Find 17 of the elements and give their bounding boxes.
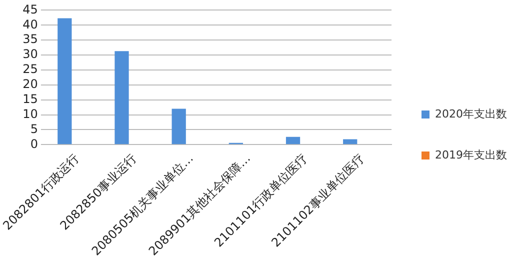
y-tick-label: 5 — [30, 122, 38, 136]
legend-label: 2019年支出数 — [435, 148, 508, 162]
y-tick-label: 15 — [22, 92, 38, 106]
y-tick-label: 45 — [22, 2, 38, 16]
bar — [58, 18, 72, 144]
y-tick-label: 40 — [22, 17, 38, 32]
y-tick-label: 30 — [22, 47, 38, 62]
y-tick-label: 20 — [22, 77, 38, 92]
y-tick-label: 35 — [22, 32, 38, 46]
bar — [286, 136, 300, 144]
bar — [343, 139, 358, 144]
y-tick-label: 0 — [30, 136, 38, 151]
bar — [172, 108, 186, 144]
legend-label: 2020年支出数 — [435, 107, 508, 120]
y-tick-label: 10 — [22, 106, 38, 121]
y-tick-label: 25 — [22, 62, 38, 76]
bar — [114, 51, 129, 144]
